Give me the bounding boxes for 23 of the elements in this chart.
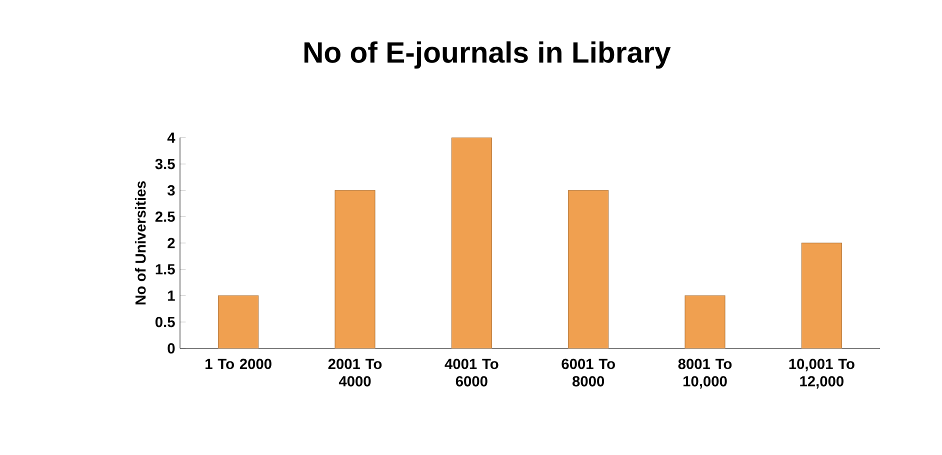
y-tick-label: 0 — [168, 343, 175, 354]
y-tick-label: 1.5 — [156, 264, 175, 274]
y-tick-label: 0.5 — [155, 316, 175, 328]
y-tick-label: 3 — [167, 185, 175, 196]
y-tick-label: 1 — [168, 290, 175, 301]
y-tick-label: 3.5 — [155, 158, 175, 170]
x-tick-label: 2001 To 4000 — [328, 358, 382, 386]
x-tick-label: 6001 To 8000 — [562, 358, 615, 386]
bar — [451, 138, 492, 348]
x-tick-label: 10,001 To 12,000 — [789, 358, 854, 389]
bar — [568, 190, 609, 348]
x-tick-label: 4001 To 6000 — [444, 358, 498, 386]
bar — [801, 242, 842, 348]
y-axis-title: No of Universities — [134, 181, 146, 304]
bar — [684, 295, 726, 348]
bar — [334, 190, 376, 348]
y-tick-label: 2.5 — [155, 211, 175, 222]
y-tick-label: 2 — [168, 238, 175, 248]
x-tick-label: 8001 To 10,000 — [678, 358, 732, 389]
y-tick-label: 4 — [167, 132, 176, 143]
bar — [218, 295, 259, 348]
chart-title: No of E-journals in Library — [304, 41, 671, 69]
x-tick-label: 1 To 2000 — [206, 358, 272, 370]
